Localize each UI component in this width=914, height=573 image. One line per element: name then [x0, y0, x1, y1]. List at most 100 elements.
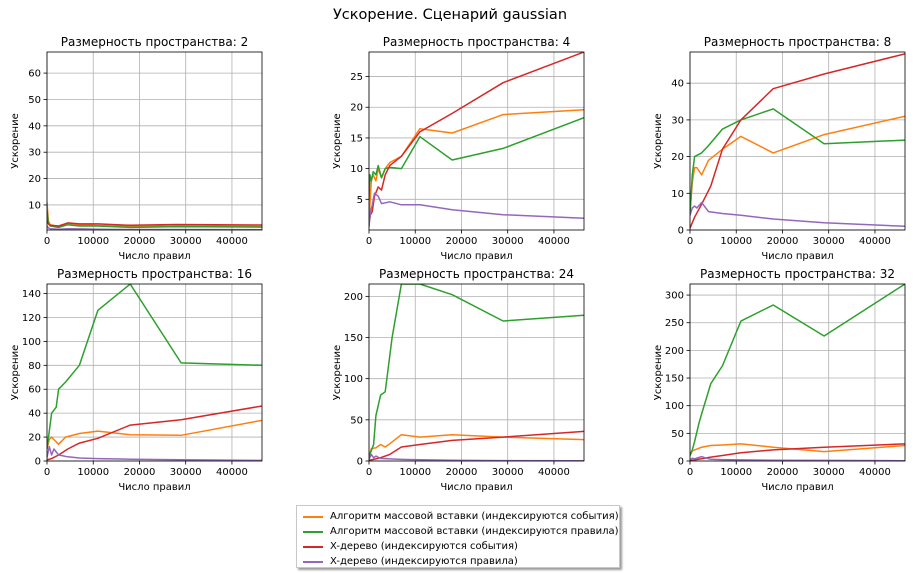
legend-label: Алгоритм массовой вставки (индексируются…	[330, 526, 619, 537]
y-axis-label: Ускорение	[10, 113, 21, 168]
subplot: 0 10000 20000 30000 40000 0 50 100 150 200 250 300 Р…	[653, 267, 906, 493]
y-tick-label: 15	[350, 133, 363, 144]
axes-frame	[368, 283, 585, 462]
x-axis-label: Число правил	[118, 482, 190, 493]
x-tick-label: 20000	[446, 236, 478, 247]
y-tick-label: 50	[28, 95, 41, 106]
legend-line-purple	[303, 560, 323, 563]
y-tick-label: 25	[350, 72, 363, 83]
y-tick-label: 200	[665, 346, 684, 357]
series-line	[47, 284, 262, 450]
legend-item: Алгоритм массовой вставки (индексируются…	[303, 509, 619, 524]
x-tick-label: 40000	[859, 467, 891, 478]
series-line	[690, 53, 905, 229]
x-tick-label: 10000	[399, 467, 431, 478]
y-tick-label: 100	[344, 374, 363, 385]
subplot: 0 10000 20000 30000 40000 0 50 100 150 200 Размерн…	[332, 267, 585, 493]
y-tick-label: 30	[671, 115, 684, 126]
x-tick-label: 10000	[720, 467, 752, 478]
x-tick-label: 30000	[170, 467, 202, 478]
series-line	[47, 220, 262, 227]
series-line	[369, 52, 584, 225]
y-tick-label: 150	[344, 333, 363, 344]
x-tick-label: 0	[44, 236, 50, 247]
series-line	[690, 108, 905, 216]
series-line	[690, 201, 905, 228]
x-tick-label: 10000	[720, 236, 752, 247]
y-tick-label: 60	[28, 385, 41, 396]
series-line	[690, 115, 905, 212]
y-tick-label: 20	[671, 152, 684, 163]
x-tick-label: 40000	[216, 236, 248, 247]
y-tick-label: 40	[28, 409, 41, 420]
series-line	[47, 405, 262, 461]
y-tick-label: 250	[665, 318, 684, 329]
x-tick-label: 0	[366, 236, 372, 247]
x-tick-label: 0	[44, 467, 50, 478]
y-tick-label: 0	[357, 457, 363, 468]
y-axis-label: Ускорение	[332, 345, 343, 400]
y-tick-label: 0	[678, 226, 684, 237]
y-axis-label: Ускорение	[10, 345, 21, 400]
series-line	[369, 284, 584, 458]
series-line	[369, 108, 584, 224]
y-axis-label: Ускорение	[653, 113, 664, 168]
legend-label: X-дерево (индексируются события)	[330, 541, 518, 552]
x-tick-label: 40000	[216, 467, 248, 478]
y-tick-label: 20	[28, 433, 41, 444]
subplot: 0 10000 20000 30000 40000 0 20 40 60 80 100 120 140 Р…	[10, 267, 263, 493]
y-tick-label: 20	[350, 103, 363, 114]
x-axis-label: Число правил	[761, 251, 833, 262]
series-line	[47, 419, 262, 450]
legend-line-orange	[303, 515, 323, 518]
x-tick-label: 20000	[124, 236, 156, 247]
subplot-title: Размерность пространства: 24	[379, 267, 574, 281]
series-line	[690, 455, 905, 461]
x-tick-label: 20000	[767, 236, 799, 247]
series-line	[369, 433, 584, 458]
axes-frame	[368, 51, 585, 231]
y-tick-label: 0	[678, 457, 684, 468]
y-tick-label: 40	[671, 79, 684, 90]
series-line	[369, 453, 584, 461]
x-tick-label: 30000	[492, 236, 524, 247]
axes-frame	[46, 283, 263, 462]
series-line	[47, 225, 262, 230]
x-tick-label: 40000	[538, 467, 570, 478]
subplot-title: Размерность пространства: 2	[61, 35, 248, 49]
x-tick-label: 0	[687, 467, 693, 478]
x-tick-label: 40000	[859, 236, 891, 247]
y-tick-label: 30	[28, 148, 41, 159]
x-tick-label: 20000	[767, 467, 799, 478]
y-tick-label: 60	[28, 69, 41, 80]
series-line	[690, 443, 905, 456]
legend-item: X-дерево (индексируются события)	[303, 539, 619, 554]
y-tick-label: 10	[671, 189, 684, 200]
y-tick-label: 0	[35, 457, 41, 468]
y-tick-label: 40	[28, 121, 41, 132]
series-line	[369, 116, 584, 200]
y-tick-label: 200	[344, 292, 363, 303]
subplot: 0 10000 20000 30000 40000 5 10 15 20 25 Размерност…	[332, 35, 585, 262]
y-axis-label: Ускорение	[653, 345, 664, 400]
x-tick-label: 30000	[813, 236, 845, 247]
x-axis-label: Число правил	[761, 482, 833, 493]
subplot: 0 10000 20000 30000 40000 0 10 20 30 40 Размерност…	[653, 35, 906, 262]
y-tick-label: 150	[665, 374, 684, 385]
legend-label: X-дерево (индексируются правила)	[330, 556, 518, 567]
subplot-title: Размерность пространства: 32	[700, 267, 895, 281]
axes-frame	[689, 51, 906, 231]
y-tick-label: 100	[22, 337, 41, 348]
x-tick-label: 20000	[124, 467, 156, 478]
subplot: 0 10000 20000 30000 40000 10 20 30 40 50 60 Размерн…	[10, 35, 263, 262]
figure: Ускорение. Сценарий gaussian 0 10000 20000…	[10, 7, 906, 493]
axes-frame	[46, 51, 263, 231]
series-line	[369, 430, 584, 461]
x-tick-label: 20000	[446, 467, 478, 478]
x-tick-label: 30000	[492, 467, 524, 478]
y-tick-label: 80	[28, 361, 41, 372]
y-tick-label: 100	[665, 401, 684, 412]
x-tick-label: 0	[366, 467, 372, 478]
x-axis-label: Число правил	[118, 251, 190, 262]
x-tick-label: 10000	[399, 236, 431, 247]
